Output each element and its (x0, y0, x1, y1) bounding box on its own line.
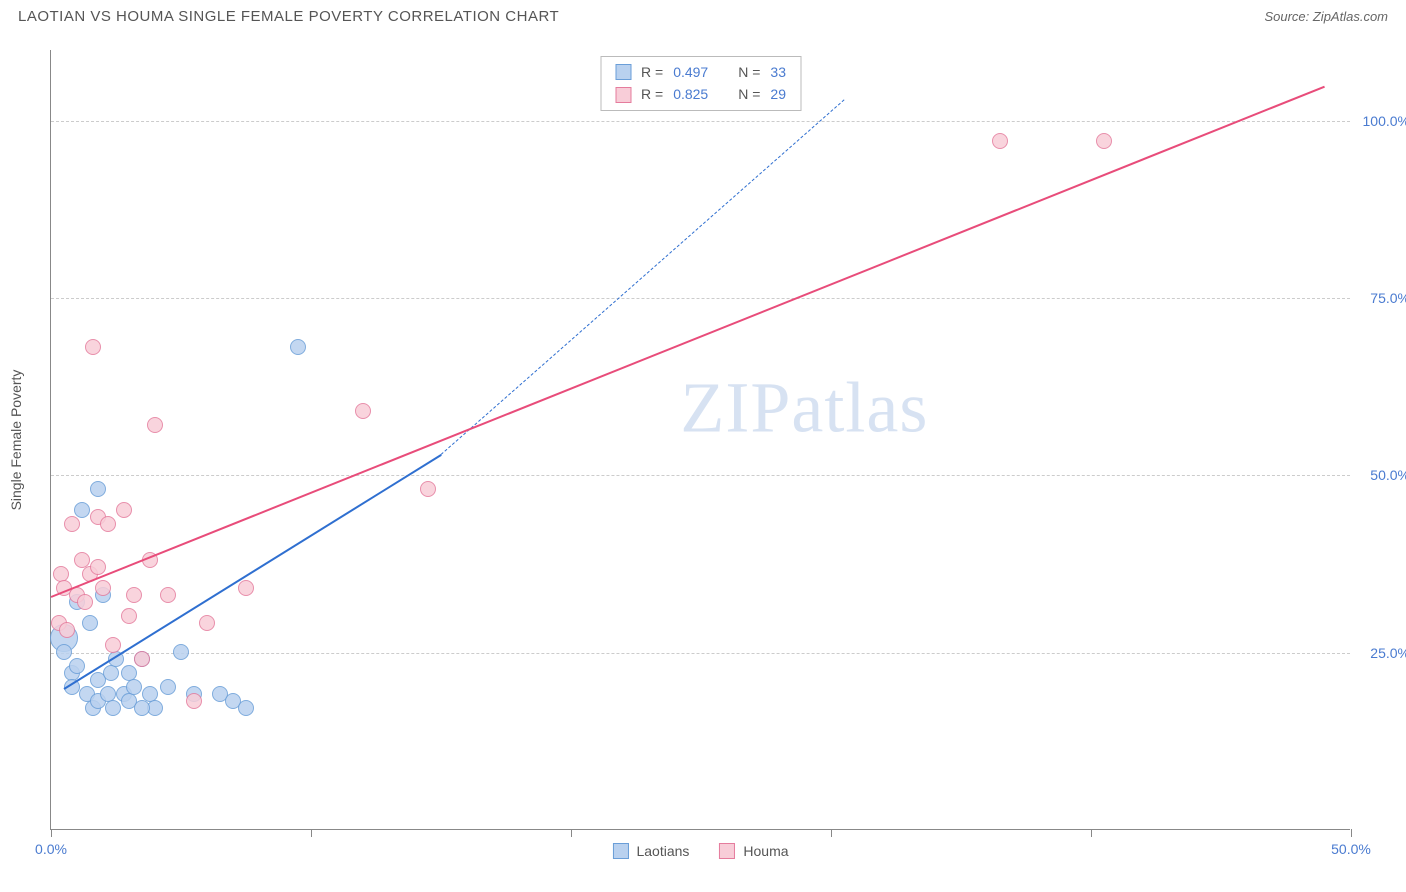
legend-series-label: Laotians (636, 843, 689, 859)
chart-source: Source: ZipAtlas.com (1264, 9, 1388, 24)
chart-plot-area: Single Female Poverty ZIPatlas R =0.497N… (50, 50, 1350, 830)
data-point (147, 417, 163, 433)
data-point (290, 339, 306, 355)
legend-bottom-item: Laotians (612, 843, 689, 859)
trendline (441, 100, 845, 455)
xtick (1351, 829, 1352, 837)
data-point (90, 481, 106, 497)
data-point (90, 559, 106, 575)
legend-swatch (615, 87, 631, 103)
data-point (238, 700, 254, 716)
data-point (420, 481, 436, 497)
data-point (64, 516, 80, 532)
data-point (199, 615, 215, 631)
data-point (100, 516, 116, 532)
data-point (134, 651, 150, 667)
data-point (103, 665, 119, 681)
data-point (160, 587, 176, 603)
legend-swatch (612, 843, 628, 859)
series-legend: Laotians Houma (612, 843, 788, 859)
xtick (571, 829, 572, 837)
gridline (51, 653, 1350, 654)
y-axis-label: Single Female Poverty (8, 369, 24, 510)
ytick-label: 25.0% (1370, 645, 1406, 661)
data-point (95, 580, 111, 596)
data-point (59, 622, 75, 638)
ytick-label: 75.0% (1370, 290, 1406, 306)
data-point (238, 580, 254, 596)
data-point (77, 594, 93, 610)
legend-swatch (719, 843, 735, 859)
legend-row: R = 0.497 N = 33 (615, 61, 786, 83)
correlation-legend: R = 0.497 N = 33 R = 0.825 N = 29 (600, 56, 801, 111)
data-point (160, 679, 176, 695)
data-point (82, 615, 98, 631)
data-point (105, 637, 121, 653)
trendline (51, 86, 1326, 598)
ytick-label: 50.0% (1370, 467, 1406, 483)
legend-n-label: N = (738, 61, 760, 83)
watermark-zip: ZIP (680, 368, 791, 448)
legend-n-value: 33 (770, 61, 786, 83)
data-point (134, 700, 150, 716)
legend-row: R = 0.825 N = 29 (615, 83, 786, 105)
xtick (831, 829, 832, 837)
data-point (74, 502, 90, 518)
data-point (105, 700, 121, 716)
chart-header: LAOTIAN VS HOUMA SINGLE FEMALE POVERTY C… (0, 0, 1406, 33)
xtick-label: 50.0% (1331, 841, 1371, 857)
data-point (1096, 133, 1112, 149)
data-point (186, 693, 202, 709)
gridline (51, 298, 1350, 299)
data-point (355, 403, 371, 419)
gridline (51, 121, 1350, 122)
data-point (126, 587, 142, 603)
xtick (51, 829, 52, 837)
xtick (1091, 829, 1092, 837)
data-point (173, 644, 189, 660)
watermark: ZIPatlas (680, 367, 928, 450)
chart-title: LAOTIAN VS HOUMA SINGLE FEMALE POVERTY C… (18, 8, 559, 25)
data-point (56, 644, 72, 660)
legend-swatch (615, 64, 631, 80)
xtick-label: 0.0% (35, 841, 67, 857)
legend-r-value: 0.497 (673, 61, 708, 83)
legend-r-label: R = (641, 61, 663, 83)
watermark-atlas: atlas (791, 368, 928, 448)
legend-n-label: N = (738, 83, 760, 105)
legend-n-value: 29 (770, 83, 786, 105)
legend-series-label: Houma (743, 843, 788, 859)
ytick-label: 100.0% (1363, 113, 1406, 129)
xtick (311, 829, 312, 837)
data-point (85, 339, 101, 355)
trendline (63, 454, 441, 690)
data-point (121, 608, 137, 624)
data-point (116, 502, 132, 518)
legend-bottom-item: Houma (719, 843, 788, 859)
data-point (992, 133, 1008, 149)
legend-r-label: R = (641, 83, 663, 105)
legend-r-value: 0.825 (673, 83, 708, 105)
gridline (51, 475, 1350, 476)
data-point (69, 658, 85, 674)
data-point (126, 679, 142, 695)
